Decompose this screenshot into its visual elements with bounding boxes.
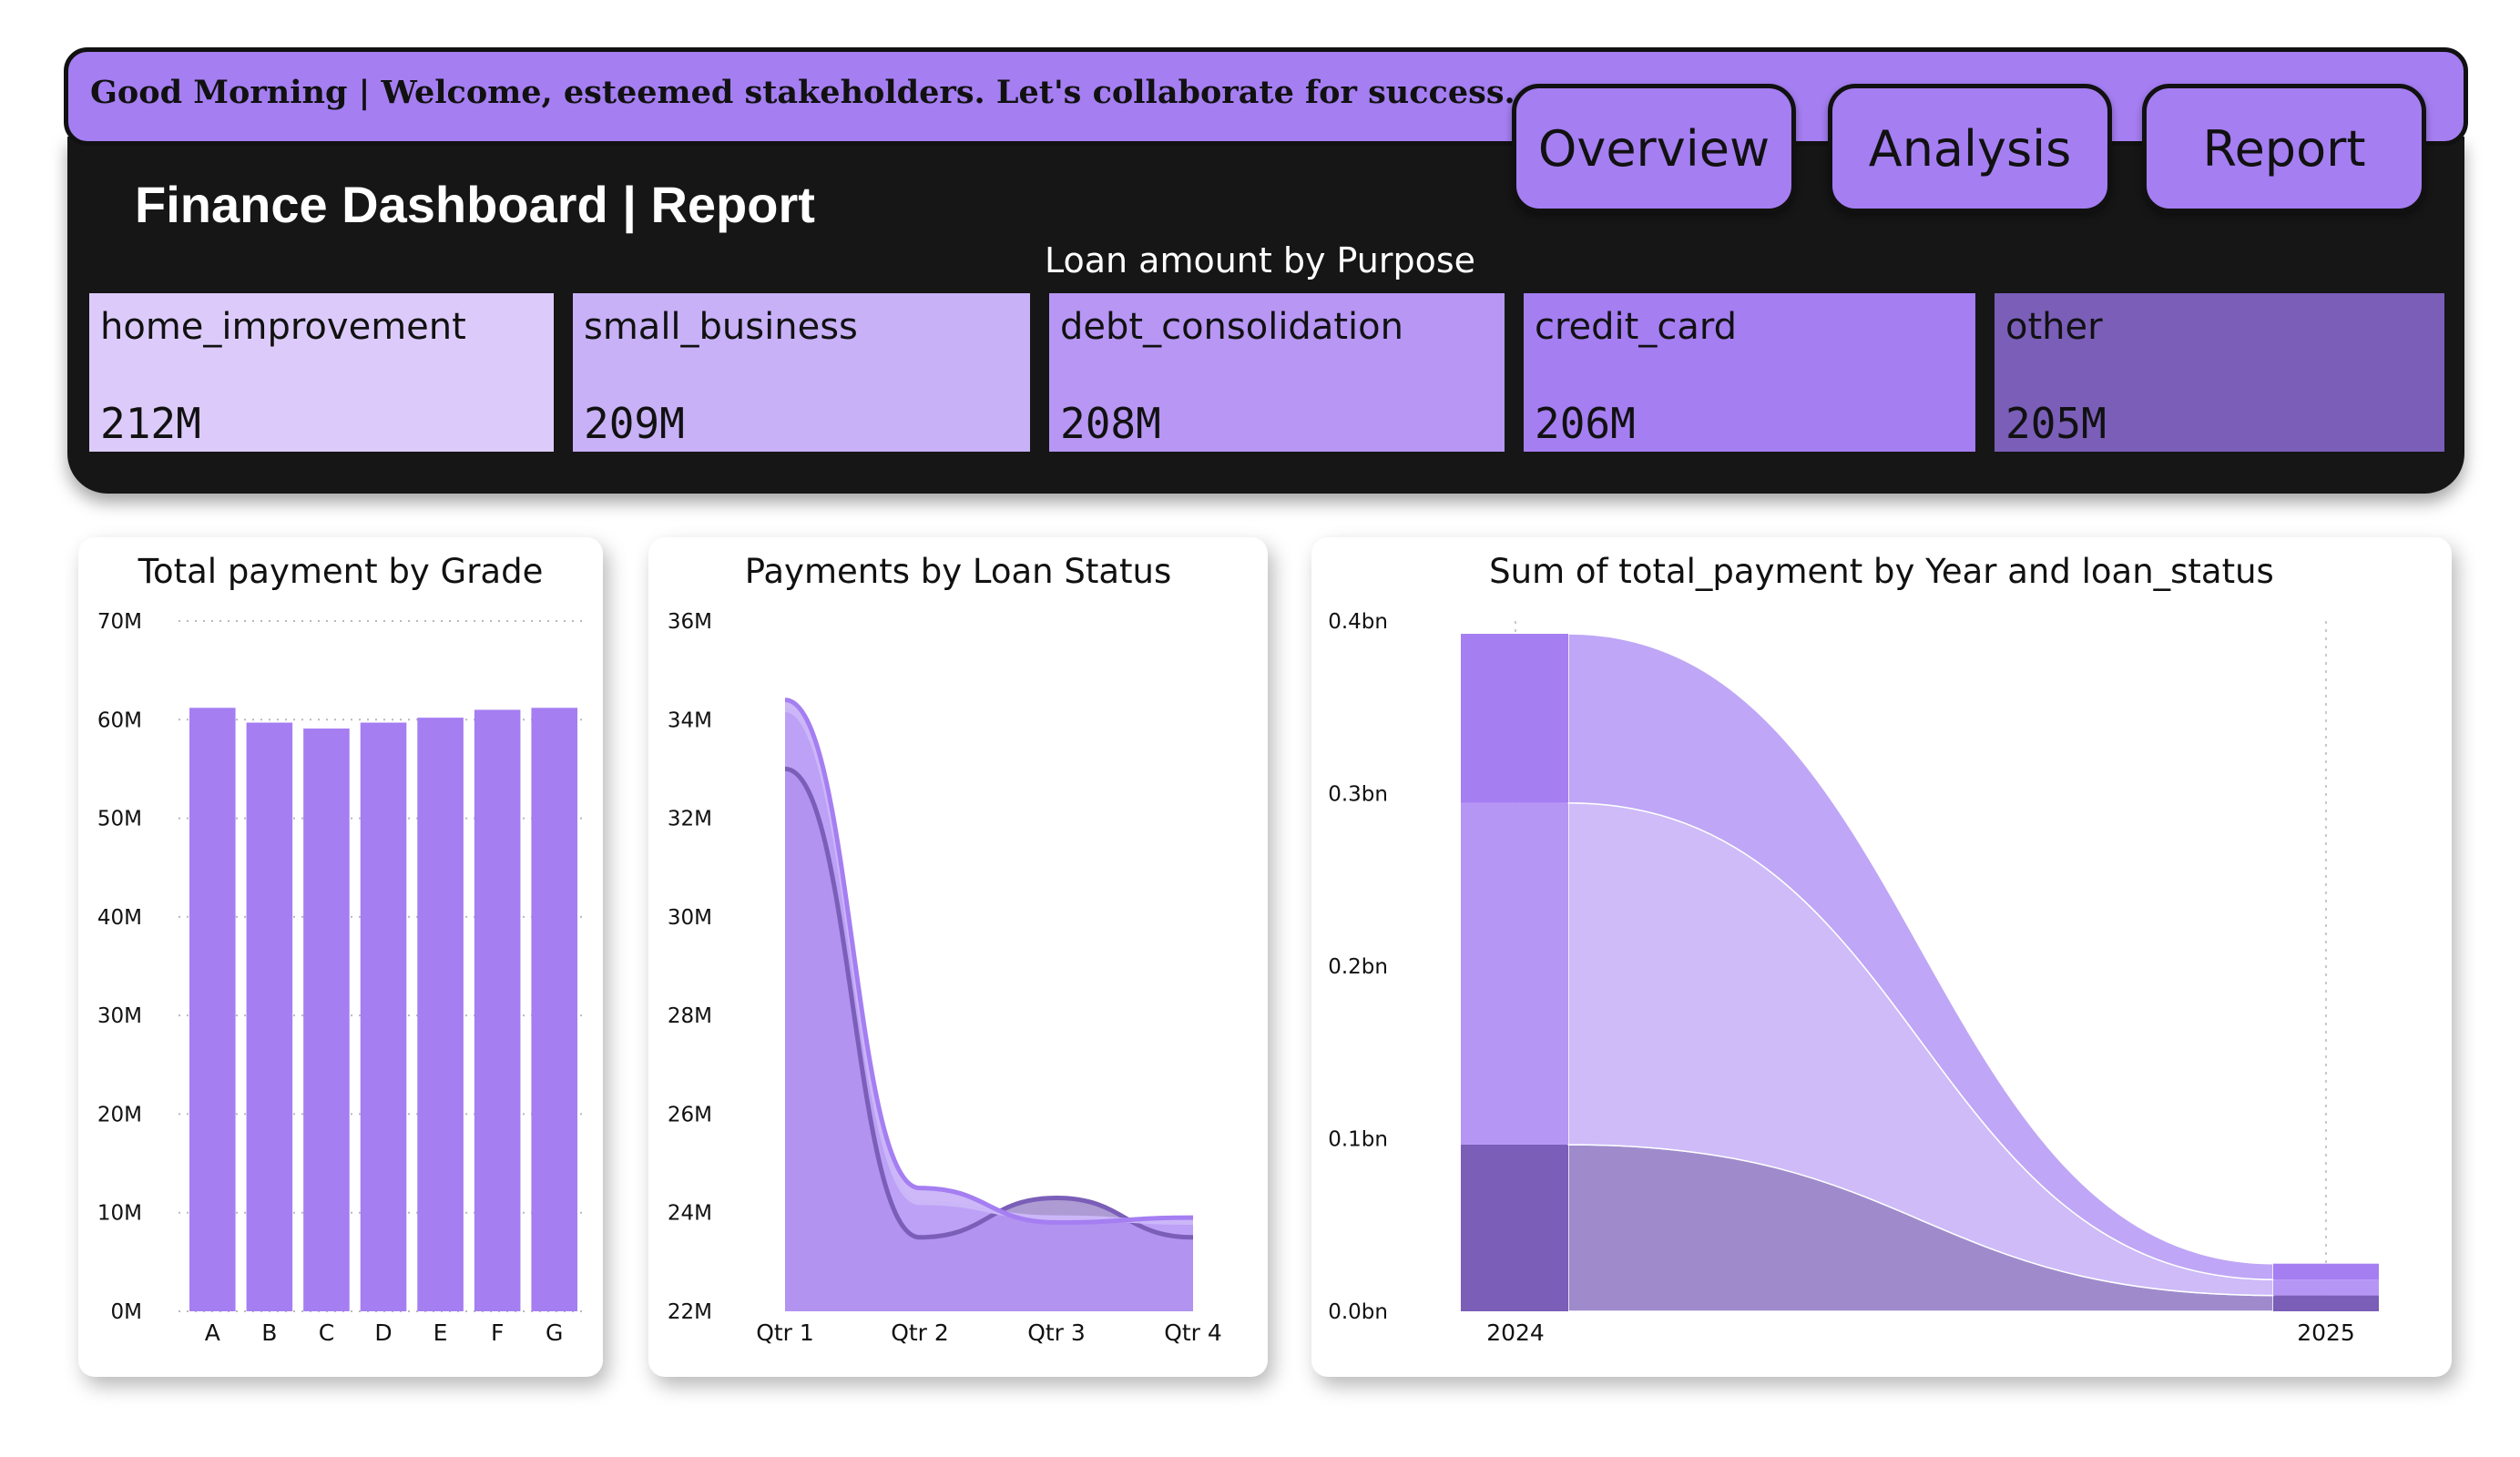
y-tick-label: 0.1bn [1328,1128,1388,1152]
x-tick-label: 2024 [1486,1319,1545,1346]
overview-button[interactable]: Overview [1512,84,1796,213]
x-tick-label: D [374,1319,392,1346]
x-tick-label: 2025 [2297,1319,2355,1346]
y-tick-label: 0M [111,1300,142,1324]
status-chart-card: Payments by Loan Status 36M 34M 32M 30M 28M 2… [648,537,1268,1377]
ribbon-node-2024 [1461,1144,1568,1311]
series-line [784,698,1194,1226]
bar [474,709,521,1311]
tile-label: debt_consolidation [1060,306,1403,348]
y-tick-label: 0.0bn [1328,1300,1388,1324]
y-tick-label: 30M [668,906,712,930]
x-tick-label: Qtr 4 [1164,1319,1222,1346]
y-tick-label: 10M [97,1202,142,1226]
bar [360,722,407,1311]
purpose-tile-home-improvement[interactable]: home_improvement 212M [89,293,554,452]
status-chart-title: Payments by Loan Status [744,552,1172,591]
x-tick-label: Qtr 1 [756,1319,814,1346]
tile-value: 205M [2005,399,2107,448]
grade-chart-card: Total payment by Grade 70M 60M 50M 40M 30M 20… [78,537,603,1377]
ribbon-node-2025 [2273,1295,2379,1311]
y-tick-label: 28M [668,1004,712,1028]
x-tick-label: B [261,1319,277,1346]
y-tick-label: 70M [97,610,142,634]
bar [246,722,293,1311]
series-line [784,766,1194,1240]
y-tick-label: 34M [668,708,712,732]
tile-value: 206M [1535,399,1636,448]
tile-label: credit_card [1535,306,1737,348]
purpose-title: Loan amount by Purpose [1044,240,1476,280]
y-tick-label: 26M [668,1103,712,1126]
grade-bar-chart: 70M 60M 50M 40M 30M 20M 10M 0M A B C D E F G [97,610,585,1346]
ribbon-node-2025 [2273,1263,2379,1280]
page-title: Finance Dashboard | Report [135,176,815,233]
purpose-tile-debt-consolidation[interactable]: debt_consolidation 208M [1049,293,1505,452]
x-tick-label: Qtr 2 [891,1319,949,1346]
year-chart-card: Sum of total_payment by Year and loan_st… [1311,537,2452,1377]
purpose-tile-other[interactable]: other 205M [1995,293,2444,452]
ribbon-node-2024 [1461,634,1568,803]
y-tick-label: 0.4bn [1328,610,1388,634]
greeting-text: Good Morning | Welcome, esteemed stakeho… [90,74,1515,111]
status-area-chart: 36M 34M 32M 30M 28M 26M 24M 22M Qtr 1 Qtr 2 Qtr 3 Q… [668,610,1222,1346]
y-tick-label: 36M [668,610,712,634]
ribbon-node-2025 [2273,1279,2379,1296]
x-tick-label: E [434,1319,448,1346]
bar [189,708,236,1311]
tile-value: 208M [1060,399,1161,448]
tile-label: small_business [584,306,858,348]
tile-label: home_improvement [100,306,466,348]
y-tick-label: 22M [668,1300,712,1324]
year-chart-title: Sum of total_payment by Year and loan_st… [1489,552,2274,591]
y-tick-label: 50M [97,808,142,831]
bar [303,728,350,1311]
year-ribbon-chart: 0.4bn 0.3bn 0.2bn 0.1bn 0.0bn 2024 2025 [1328,610,2379,1346]
y-tick-label: 0.3bn [1328,783,1388,807]
purpose-tile-small-business[interactable]: small_business 209M [573,293,1030,452]
y-tick-label: 24M [668,1202,712,1226]
x-tick-label: Qtr 3 [1027,1319,1086,1346]
bar [417,718,464,1311]
ribbon-node-2024 [1461,802,1568,1145]
y-tick-label: 32M [668,808,712,831]
y-tick-label: 40M [97,906,142,930]
purpose-tile-credit-card[interactable]: credit_card 206M [1524,293,1975,452]
y-tick-label: 30M [97,1004,142,1028]
tile-value: 209M [584,399,685,448]
x-tick-label: C [319,1319,334,1346]
y-tick-label: 60M [97,708,142,732]
y-tick-label: 20M [97,1103,142,1126]
tile-value: 212M [100,399,201,448]
grade-chart-title: Total payment by Grade [138,552,544,591]
tile-label: other [2005,306,2103,348]
x-tick-label: A [205,1319,220,1346]
x-tick-label: G [546,1319,563,1346]
bar [531,708,577,1311]
analysis-button[interactable]: Analysis [1828,84,2112,213]
report-button[interactable]: Report [2142,84,2426,213]
x-tick-label: F [491,1319,504,1346]
y-tick-label: 0.2bn [1328,955,1388,979]
